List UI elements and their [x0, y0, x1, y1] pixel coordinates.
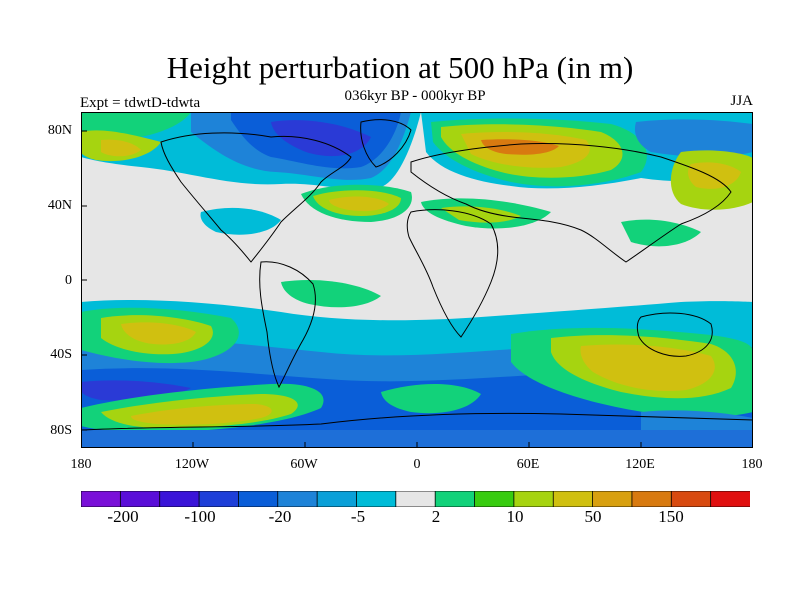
lon-tick-180w: 180	[70, 457, 92, 472]
lon-tick-60w: 60W	[290, 457, 318, 472]
subtropical-features	[200, 184, 701, 247]
north-negative-region	[81, 112, 421, 190]
colorbar-swatch-2	[159, 491, 200, 507]
colorbar-label-minus-20: -20	[268, 507, 292, 526]
colorbar-swatch-14	[631, 491, 673, 507]
colorbar-swatch-10	[474, 491, 515, 507]
colorbar-swatch-0	[81, 491, 122, 507]
colorbar-swatch-8	[395, 491, 437, 507]
colorbar-swatch-5	[277, 491, 319, 507]
map-title: Height perturbation at 500 hPa (in m)	[166, 50, 634, 85]
eurasia-positive-region	[421, 112, 753, 210]
experiment-label: Expt = tdwtD-tdwta	[80, 95, 201, 111]
colorbar-label-minus-100: -100	[184, 507, 216, 526]
colorbar-label-150: 150	[658, 507, 684, 526]
lon-tick-120e: 120E	[625, 457, 655, 472]
lat-tick-80n: 80N	[47, 123, 72, 138]
season-label: JJA	[730, 93, 753, 109]
colorbar-swatch-1	[119, 491, 161, 507]
colorbar-label-50: 50	[584, 507, 602, 526]
colorbar-swatch-3	[198, 491, 240, 507]
colorbar-label-2: 2	[431, 507, 441, 526]
colorbar-swatch-15	[670, 491, 712, 507]
colorbar	[81, 491, 750, 507]
lon-tick-0: 0	[413, 457, 421, 472]
colorbar-label-10: 10	[506, 507, 524, 526]
lon-tick-120w: 120W	[174, 457, 210, 472]
colorbar-swatch-9	[434, 491, 476, 507]
lon-tick-60e: 60E	[516, 457, 540, 472]
colorbar-label-minus-200: -200	[107, 507, 139, 526]
contour-map	[81, 112, 753, 448]
colorbar-swatch-13	[592, 491, 633, 507]
colorbar-label-minus-5: -5	[350, 507, 366, 526]
south-positive-regions	[81, 279, 753, 448]
colorbar-swatch-7	[356, 491, 397, 507]
colorbar-swatch-12	[552, 491, 594, 507]
colorbar-swatches	[81, 491, 750, 507]
antarctic-strip	[81, 430, 753, 448]
lat-tick-40s: 40S	[50, 347, 72, 362]
map-subtitle: 036kyr BP - 000kyr BP	[344, 88, 486, 104]
lon-tick-180e: 180	[741, 457, 763, 472]
map-panel	[81, 112, 753, 448]
colorbar-swatch-4	[238, 491, 279, 507]
lat-tick-80s: 80S	[50, 423, 72, 438]
lat-tick-0: 0	[65, 273, 72, 288]
colorbar-swatch-6	[316, 491, 358, 507]
colorbar-swatch-16	[710, 491, 750, 507]
axis-ticks	[81, 130, 642, 448]
colorbar-swatch-11	[513, 491, 555, 507]
coastlines	[81, 119, 753, 431]
lat-tick-40n: 40N	[47, 198, 72, 213]
